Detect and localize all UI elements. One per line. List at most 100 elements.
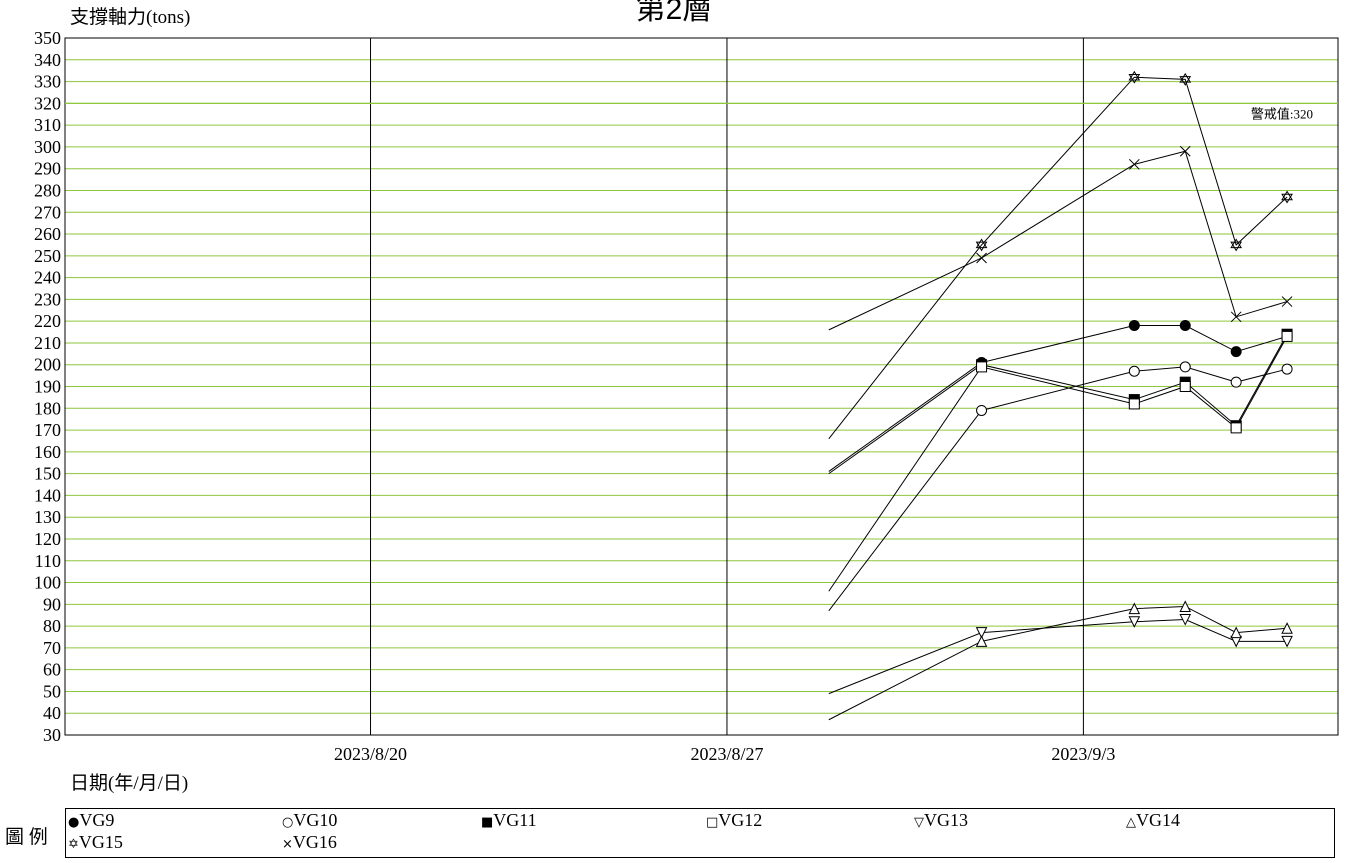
data-point-vg9 bbox=[1179, 320, 1191, 332]
data-point-vg12 bbox=[1281, 330, 1293, 342]
data-point-vg12 bbox=[1128, 398, 1140, 410]
legend-marker-icon: ▽ bbox=[914, 815, 924, 830]
legend-item-vg15: ✡VG15 bbox=[68, 832, 123, 853]
data-point-vg12 bbox=[1230, 422, 1242, 434]
legend-label: VG13 bbox=[924, 810, 968, 830]
threshold-label: 警戒值:320 bbox=[1251, 106, 1313, 121]
y-tick-label: 50 bbox=[43, 681, 61, 701]
y-tick-label: 180 bbox=[34, 398, 61, 418]
y-tick-label: 150 bbox=[34, 464, 61, 484]
legend-marker-icon: ■ bbox=[481, 815, 494, 830]
y-tick-label: 270 bbox=[34, 202, 61, 222]
legend-title: 圖 例 bbox=[5, 827, 48, 848]
data-point-vg13 bbox=[975, 627, 988, 639]
y-tick-label: 260 bbox=[34, 224, 61, 244]
data-point-vg9 bbox=[1128, 320, 1140, 332]
legend-item-vg12: □VG12 bbox=[706, 810, 762, 831]
legend-marker-icon: ✡ bbox=[68, 837, 79, 852]
y-tick-label: 80 bbox=[43, 616, 61, 636]
data-point-vg14 bbox=[1230, 626, 1242, 639]
data-point-vg13 bbox=[1179, 614, 1192, 626]
series-line-vg10 bbox=[828, 366, 1288, 612]
data-point-vg16 bbox=[1281, 296, 1293, 307]
data-point-vg9 bbox=[1230, 346, 1242, 358]
data-point-vg14 bbox=[1281, 622, 1293, 634]
y-tick-label: 110 bbox=[35, 551, 61, 571]
y-tick-label: 160 bbox=[34, 442, 61, 462]
series-line-vg16 bbox=[828, 150, 1288, 331]
data-point-vg10 bbox=[1230, 376, 1242, 388]
y-tick-label: 230 bbox=[34, 289, 61, 309]
y-tick-label: 30 bbox=[43, 725, 61, 745]
data-point-vg16 bbox=[1179, 145, 1191, 157]
y-tick-label: 40 bbox=[43, 703, 61, 723]
legend-label: VG14 bbox=[1136, 810, 1180, 830]
legend-item-vg10: ○VG10 bbox=[282, 810, 337, 831]
y-tick-label: 140 bbox=[34, 485, 61, 505]
legend-label: VG11 bbox=[493, 810, 537, 830]
plot-frame bbox=[64, 37, 1339, 736]
legend-marker-icon: ○ bbox=[282, 815, 294, 830]
data-point-vg16 bbox=[1128, 158, 1140, 170]
legend-item-vg13: ▽VG13 bbox=[914, 810, 968, 831]
legend-marker-icon: △ bbox=[1126, 815, 1136, 830]
legend: ●VG9 ○VG10 ■VG11 □VG12 ▽VG13 △VG14 ✡VG15 ×VG16 bbox=[65, 808, 1335, 858]
y-axis-label: 支撐軸力(tons) bbox=[70, 7, 191, 28]
data-point-vg16 bbox=[976, 252, 987, 264]
x-tick-label: 2023/9/3 bbox=[1051, 744, 1115, 764]
legend-item-vg11: ■VG11 bbox=[481, 810, 537, 831]
legend-label: VG9 bbox=[79, 810, 115, 830]
y-tick-label: 220 bbox=[34, 311, 61, 331]
x-axis-label: 日期(年/月/日) bbox=[70, 773, 189, 794]
y-tick-label: 300 bbox=[34, 137, 61, 157]
data-point-vg13 bbox=[1281, 635, 1293, 648]
series-line-vg9 bbox=[828, 325, 1288, 472]
legend-item-vg16: ×VG16 bbox=[282, 832, 337, 853]
y-tick-label: 90 bbox=[43, 594, 61, 614]
series-line-vg14 bbox=[828, 605, 1288, 721]
data-point-vg14 bbox=[1179, 600, 1192, 612]
legend-marker-icon: □ bbox=[706, 815, 719, 830]
data-point-vg10 bbox=[976, 404, 988, 416]
chart-title: 第2層 bbox=[635, 0, 713, 26]
y-tick-label: 170 bbox=[34, 420, 61, 440]
legend-item-vg9: ●VG9 bbox=[68, 810, 114, 831]
y-tick-label: 340 bbox=[34, 50, 61, 70]
data-point-vg10 bbox=[1179, 361, 1191, 373]
y-tick-label: 210 bbox=[34, 333, 61, 353]
legend-label: VG16 bbox=[292, 832, 337, 852]
data-point-vg16 bbox=[1230, 311, 1242, 323]
y-tick-label: 250 bbox=[34, 246, 61, 266]
y-tick-label: 240 bbox=[34, 268, 61, 288]
y-tick-label: 290 bbox=[34, 159, 61, 179]
series-line-vg15 bbox=[828, 76, 1288, 440]
y-tick-label: 100 bbox=[34, 573, 61, 593]
x-tick-label: 2023/8/20 bbox=[334, 744, 407, 764]
y-tick-label: 130 bbox=[34, 507, 61, 527]
series-line-vg13 bbox=[828, 619, 1288, 695]
data-point-vg14 bbox=[1128, 602, 1141, 615]
legend-marker-icon: × bbox=[282, 837, 293, 852]
legend-label: VG15 bbox=[78, 832, 123, 852]
legend-marker-icon: ● bbox=[68, 815, 80, 830]
legend-item-vg14: △VG14 bbox=[1126, 810, 1180, 831]
y-tick-label: 70 bbox=[43, 638, 61, 658]
data-point-vg15 bbox=[1128, 70, 1141, 84]
y-tick-label: 280 bbox=[34, 180, 61, 200]
series-line-vg11 bbox=[828, 333, 1288, 475]
y-tick-label: 320 bbox=[34, 93, 61, 113]
y-tick-label: 120 bbox=[34, 529, 61, 549]
data-point-vg13 bbox=[1128, 616, 1141, 628]
data-point-vg15 bbox=[1230, 238, 1243, 252]
y-tick-label: 350 bbox=[34, 28, 61, 48]
x-tick-label: 2023/8/27 bbox=[690, 744, 763, 764]
y-tick-label: 190 bbox=[34, 377, 61, 397]
legend-label: VG12 bbox=[718, 810, 763, 830]
y-tick-label: 330 bbox=[34, 72, 61, 92]
data-point-vg10 bbox=[1281, 363, 1293, 375]
data-point-vg12 bbox=[1179, 381, 1191, 392]
legend-label: VG10 bbox=[293, 810, 338, 830]
data-point-vg15 bbox=[1179, 72, 1192, 86]
y-tick-label: 60 bbox=[43, 660, 61, 680]
